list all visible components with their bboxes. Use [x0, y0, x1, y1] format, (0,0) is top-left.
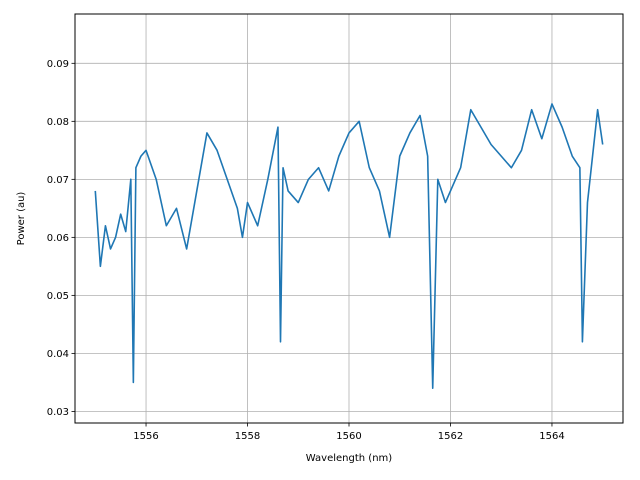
plot-area — [94, 103, 604, 389]
power-series-line — [94, 103, 604, 389]
x-tick-label: 1558 — [235, 431, 260, 442]
y-tick-label: 0.04 — [47, 349, 69, 360]
y-tick-label: 0.05 — [47, 291, 69, 302]
y-tick-label: 0.06 — [47, 233, 69, 244]
y-axis-label: Power (au) — [16, 192, 27, 246]
x-tick-label: 1560 — [336, 431, 361, 442]
y-tick-label: 0.09 — [47, 59, 69, 70]
y-axis-ticks: 0.03 0.04 0.05 0.06 0.07 0.08 0.09 — [47, 59, 75, 418]
x-axis-label: Wavelength (nm) — [306, 453, 392, 464]
y-tick-label: 0.07 — [47, 175, 69, 186]
x-axis-ticks: 1556 1558 1560 1562 1564 — [133, 423, 565, 442]
y-tick-label: 0.03 — [47, 407, 69, 418]
y-tick-label: 0.08 — [47, 117, 69, 128]
x-tick-label: 1556 — [133, 431, 158, 442]
x-tick-label: 1562 — [438, 431, 463, 442]
grid-lines — [75, 14, 623, 423]
x-tick-label: 1564 — [539, 431, 564, 442]
